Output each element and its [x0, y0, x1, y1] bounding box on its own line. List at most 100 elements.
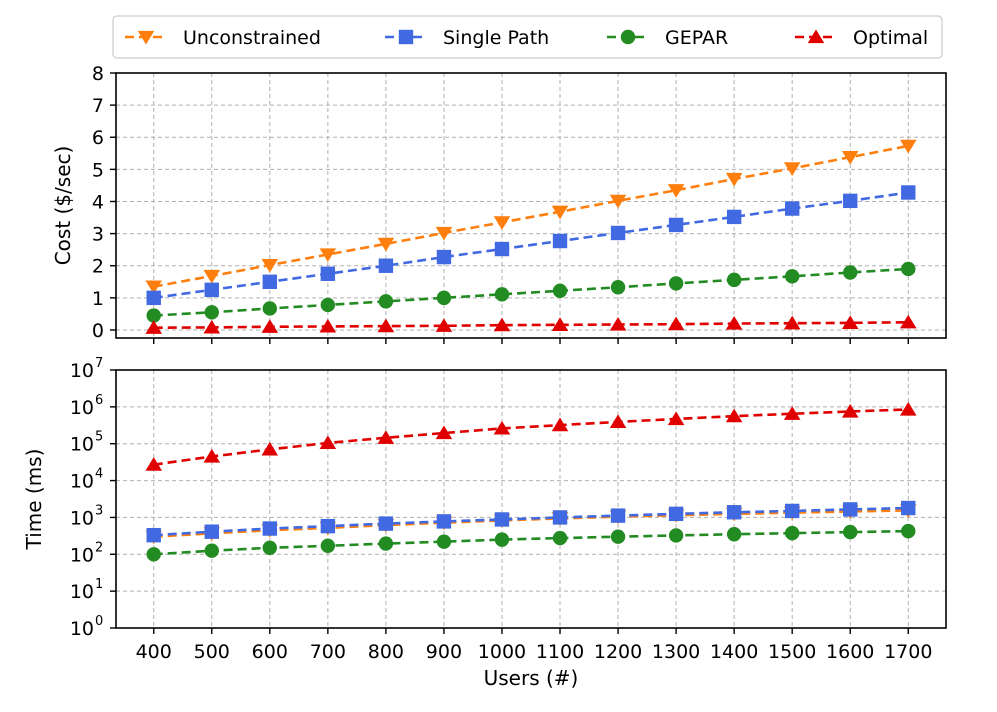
data-point — [843, 524, 858, 540]
data-point — [494, 241, 510, 257]
data-point — [552, 283, 568, 298]
data-point — [494, 287, 510, 302]
data-point — [320, 266, 336, 281]
data-point — [493, 216, 511, 230]
data-point — [261, 258, 279, 273]
data-point — [667, 184, 685, 198]
x-tick-label: 1100 — [536, 641, 584, 663]
y-tick-label: 2 — [92, 256, 104, 278]
data-point — [901, 261, 916, 277]
data-point — [783, 162, 801, 176]
data-point — [145, 280, 163, 295]
data-point — [146, 527, 161, 543]
x-tick-label: 1600 — [826, 641, 874, 663]
data-point — [551, 205, 569, 220]
data-point — [377, 318, 395, 333]
y-tick-label: 5 — [92, 159, 104, 181]
data-point — [726, 505, 742, 520]
data-point — [378, 258, 394, 273]
data-point — [784, 201, 800, 216]
data-point — [320, 538, 336, 553]
data-point — [552, 530, 568, 546]
data-point — [841, 403, 859, 418]
y-tick-exponent: 6 — [95, 393, 103, 408]
y-tick-label: 10 — [70, 434, 94, 456]
data-point — [725, 172, 743, 187]
data-point — [261, 319, 279, 333]
data-point — [204, 524, 219, 539]
legend-marker — [137, 30, 155, 45]
data-point — [435, 318, 453, 332]
data-point — [377, 237, 395, 252]
data-point — [146, 547, 161, 562]
data-point — [262, 274, 278, 289]
x-tick-label: 1300 — [652, 641, 700, 663]
data-point — [784, 269, 800, 284]
legend-label: Single Path — [443, 27, 549, 49]
y-tick-label: 10 — [70, 360, 94, 382]
y-tick-base: 10 — [70, 618, 94, 640]
data-point — [901, 500, 916, 516]
legend-entry-single-path: Single Path — [385, 27, 549, 49]
y-tick-base: 10 — [70, 434, 94, 456]
data-point — [204, 305, 219, 320]
data-point — [493, 420, 511, 435]
series-single-path — [146, 500, 916, 543]
data-point — [668, 217, 684, 233]
data-point — [494, 512, 510, 527]
series-unconstrained — [145, 139, 917, 295]
data-point — [899, 314, 917, 329]
data-point — [435, 226, 453, 241]
series-gepar — [146, 523, 916, 562]
y-tick-base: 10 — [70, 471, 94, 493]
x-tick-label: 800 — [368, 641, 404, 663]
x-tick-label: 600 — [252, 641, 288, 663]
data-point — [551, 417, 569, 432]
y-tick-label: 10 — [70, 544, 94, 566]
legend-marker — [398, 29, 414, 45]
y-tick-base: 10 — [70, 581, 94, 603]
data-point — [841, 151, 859, 165]
series-line — [153, 408, 909, 466]
data-point — [610, 508, 626, 523]
data-point — [204, 282, 219, 298]
legend-marker — [620, 29, 636, 45]
data-point — [552, 233, 568, 249]
y-tick-base: 10 — [70, 544, 94, 566]
data-point — [319, 248, 337, 263]
data-point — [901, 185, 916, 200]
y-tick-label: 1 — [92, 288, 104, 310]
data-point — [610, 225, 626, 241]
data-point — [552, 510, 568, 525]
legend-entry-unconstrained: Unconstrained — [125, 27, 321, 49]
y-tick-base: 10 — [70, 397, 94, 419]
series-single-path — [146, 185, 916, 306]
legend-box — [112, 15, 943, 59]
plot-frame — [115, 72, 947, 339]
data-point — [146, 308, 161, 323]
y-tick-base: 10 — [70, 360, 94, 382]
x-tick-label: 1200 — [594, 641, 642, 663]
data-point — [843, 193, 858, 209]
legend-label: GEPAR — [665, 27, 728, 49]
y-tick-exponent: 0 — [95, 614, 103, 629]
data-point — [319, 318, 337, 333]
data-point — [901, 523, 916, 539]
data-point — [667, 316, 685, 331]
data-point — [377, 430, 395, 444]
data-point — [145, 457, 163, 471]
data-point — [610, 529, 626, 544]
series-line — [153, 191, 909, 300]
data-point — [843, 502, 858, 517]
series-line — [153, 144, 909, 288]
x-tick-label: 900 — [426, 641, 462, 663]
legend: Unconstrained Single Path GEPAR Optimal — [112, 15, 943, 59]
y-tick-exponent: 3 — [95, 503, 103, 518]
series-gepar — [146, 261, 916, 323]
data-point — [435, 425, 453, 440]
series-optimal — [145, 314, 917, 334]
data-point — [609, 316, 627, 331]
x-axis-label: Users (#) — [484, 666, 579, 690]
